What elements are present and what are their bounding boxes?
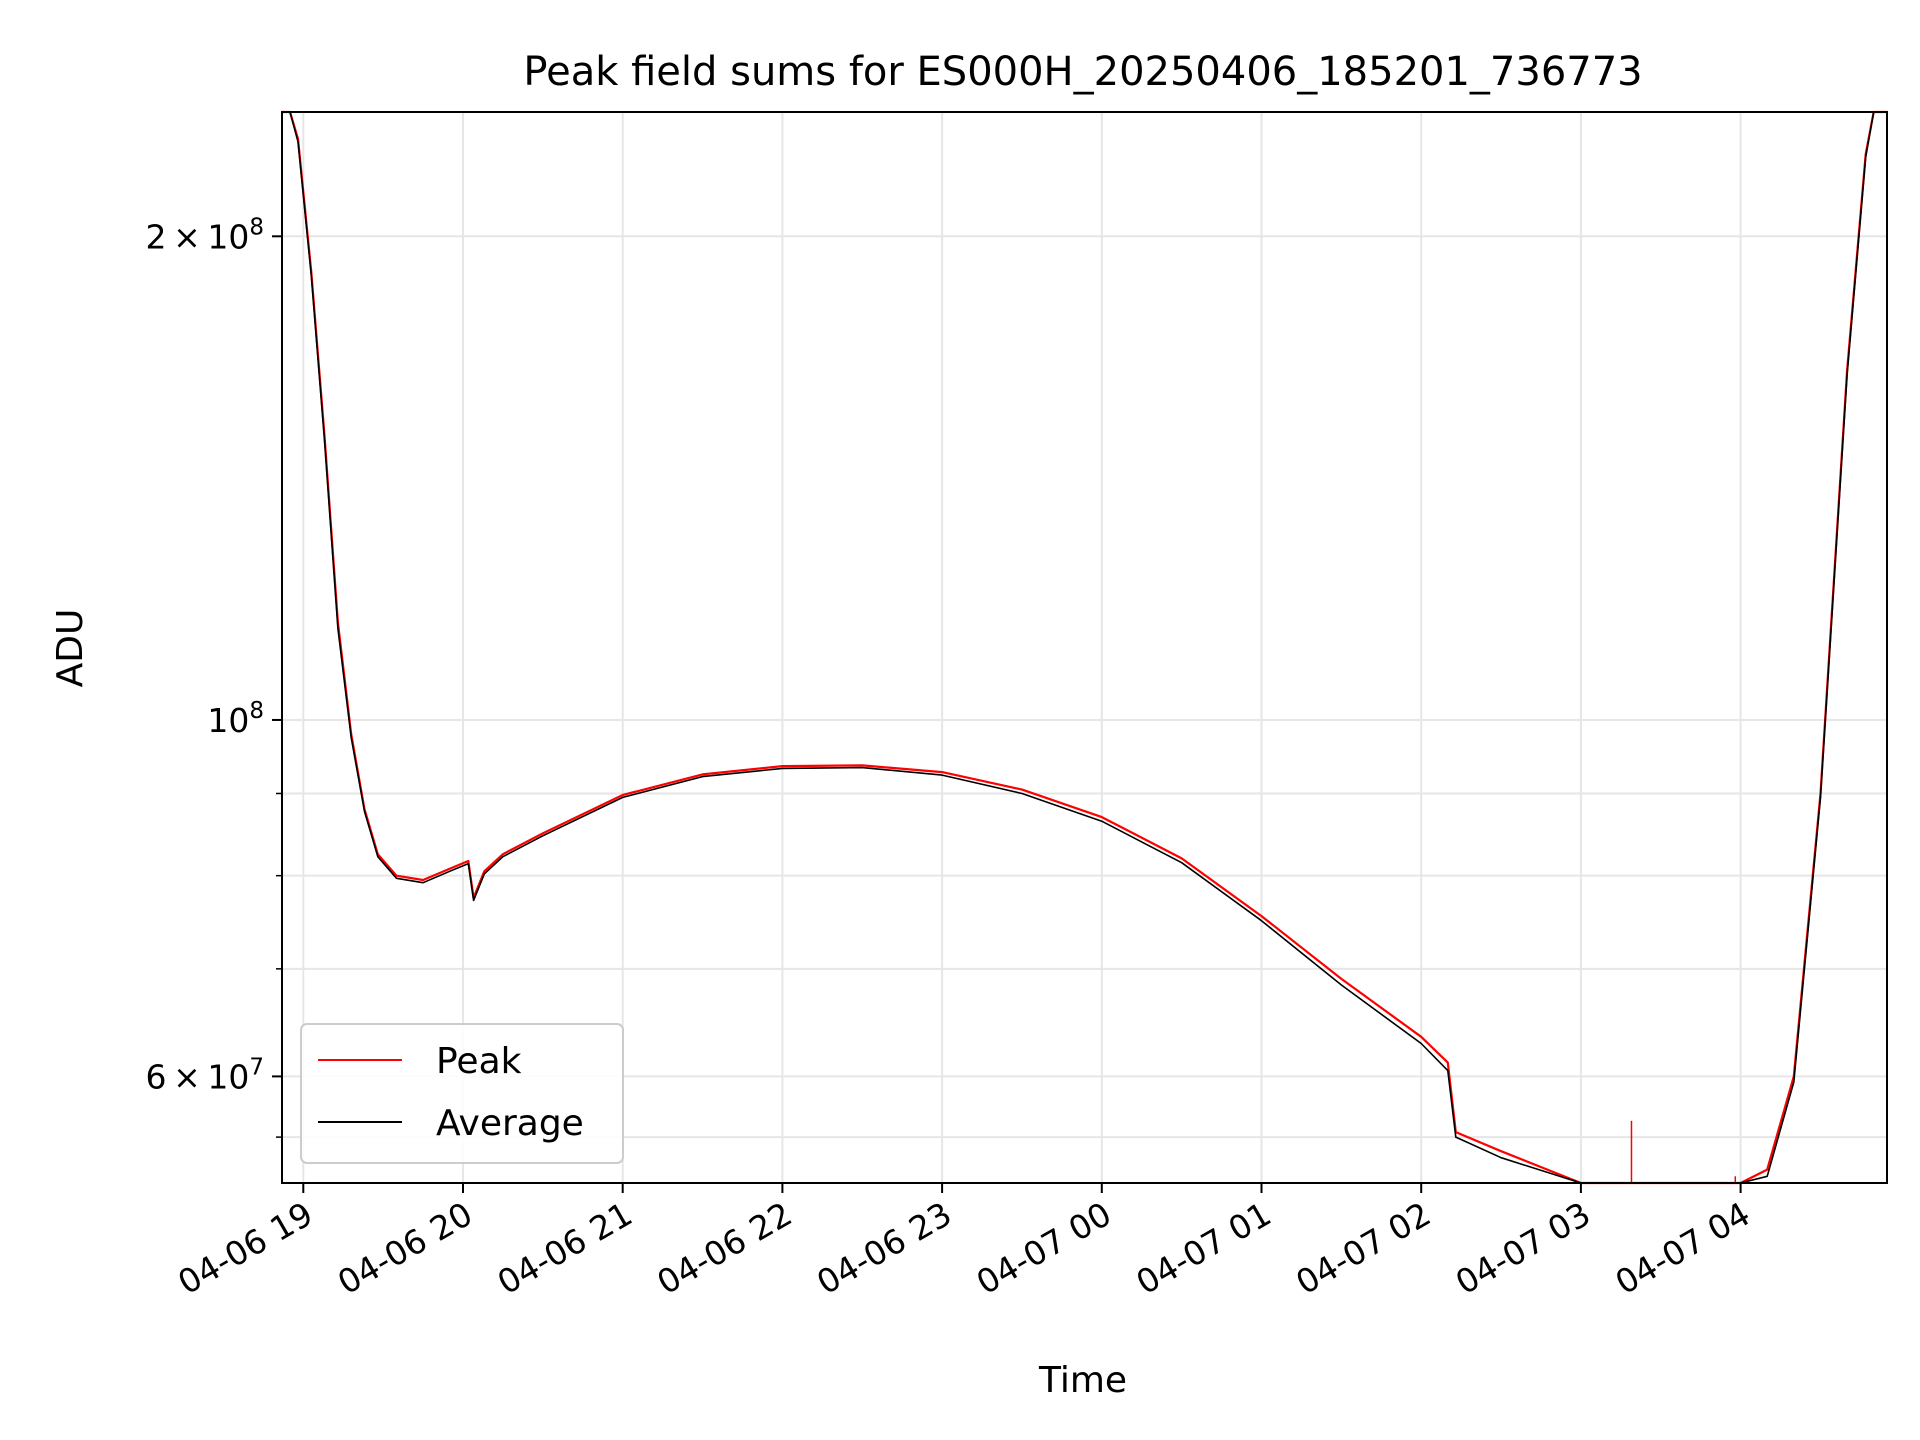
y-axis-label: ADU [50, 609, 91, 688]
data-point-peak [1420, 1036, 1422, 1038]
chart-title: Peak field sums for ES000H_20250406_1852… [523, 49, 1642, 95]
data-point-peak [1021, 789, 1023, 791]
data-point-average [542, 835, 544, 837]
data-point-average [1447, 1070, 1449, 1072]
data-point-peak [1260, 915, 1263, 917]
data-point-average [1101, 820, 1103, 822]
data-point-peak [1447, 1062, 1449, 1064]
data-point-average [1846, 374, 1848, 376]
y-tick-base: 10 [207, 217, 249, 256]
y-tick-base: 10 [207, 1057, 249, 1096]
data-point-average [350, 737, 352, 739]
y-tick-mantissa: 6 × [146, 1057, 208, 1096]
plot-frame [281, 111, 1888, 1184]
data-point-peak [622, 794, 624, 796]
data-point-average [1766, 1175, 1768, 1177]
grid [282, 112, 1887, 1183]
data-point-average [363, 810, 366, 813]
y-tick-exponent: 8 [249, 214, 264, 240]
data-point-peak [467, 860, 469, 862]
data-point-average [422, 882, 424, 884]
data-point-average [941, 774, 943, 776]
data-point-peak [449, 868, 451, 870]
data-point-average [473, 899, 475, 902]
data-point-average [324, 441, 326, 443]
legend-label-peak: Peak [436, 1041, 522, 1082]
data-point-peak [1500, 1150, 1502, 1152]
data-point-average [1819, 796, 1822, 799]
y-tick-label: 2 × 108 [146, 214, 264, 256]
data-point-peak [542, 832, 544, 835]
y-tick-base: 10 [207, 701, 249, 740]
data-point-average [1260, 920, 1263, 922]
data-point-average [1181, 862, 1183, 864]
legend-label-average: Average [436, 1103, 584, 1144]
data-point-average [483, 873, 485, 875]
data-point-peak [1181, 857, 1183, 860]
data-point-average [1500, 1157, 1502, 1159]
plot-area [282, 112, 1887, 1183]
data-point-peak [422, 879, 424, 881]
y-tick-label: 108 [207, 698, 264, 740]
data-point-average [701, 776, 704, 778]
data-point-average [1455, 1136, 1457, 1138]
x-axis-label: Time [1038, 1360, 1127, 1401]
y-tick-exponent: 8 [249, 698, 264, 724]
data-point-average [622, 796, 624, 799]
data-point-average [337, 627, 339, 630]
data-point-average [467, 863, 469, 865]
data-point-peak [941, 771, 943, 773]
data-point-average [1793, 1081, 1795, 1083]
data-point-average [1021, 792, 1023, 795]
data-point-average [449, 870, 451, 872]
data-point-peak [781, 765, 784, 767]
y-tick-label: 6 × 107 [146, 1054, 264, 1096]
data-point-average [310, 275, 312, 277]
data-point-average [1340, 984, 1342, 986]
data-point-average [1420, 1042, 1422, 1045]
data-point-average [781, 767, 784, 770]
data-point-average [297, 141, 299, 143]
data-point-average [395, 877, 398, 879]
y-tick-mantissa: 2 × [146, 217, 208, 256]
legend-box [300, 1023, 624, 1164]
data-point-average [1865, 156, 1867, 158]
y-tick-exponent: 7 [249, 1054, 264, 1080]
data-point-peak [1340, 978, 1342, 980]
data-point-peak [701, 773, 704, 776]
data-point-average [861, 767, 863, 769]
legend: Peak Average [300, 1023, 624, 1164]
data-point-peak [1766, 1169, 1768, 1171]
data-point-peak [861, 764, 863, 767]
data-point-peak [483, 870, 485, 872]
data-point-peak [395, 875, 398, 877]
data-point-peak [502, 853, 504, 855]
data-point-average [377, 856, 379, 858]
data-point-average [502, 856, 504, 858]
data-point-peak [1101, 816, 1103, 818]
